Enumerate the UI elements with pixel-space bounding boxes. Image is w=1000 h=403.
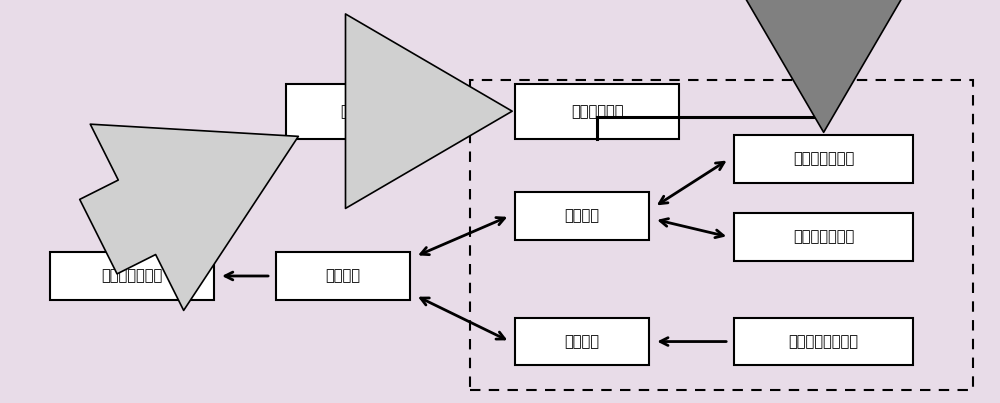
Bar <box>515 84 679 139</box>
Bar <box>734 213 913 261</box>
Text: 重量检测: 重量检测 <box>565 334 600 349</box>
Text: 控制开关: 控制开关 <box>341 104 376 118</box>
Bar <box>50 252 214 300</box>
Text: 温度信号采集器: 温度信号采集器 <box>793 152 854 166</box>
Text: 温度检测: 温度检测 <box>565 208 600 223</box>
Text: 微波干燥模块: 微波干燥模块 <box>571 104 623 118</box>
Text: 温度信号转换器: 温度信号转换器 <box>793 229 854 245</box>
Text: 可数据传输电子称: 可数据传输电子称 <box>789 334 859 349</box>
Bar <box>276 252 410 300</box>
Bar <box>515 318 649 366</box>
Bar <box>286 84 430 139</box>
Text: 检测、控制程序: 检测、控制程序 <box>101 268 163 283</box>
Bar <box>515 192 649 240</box>
Bar <box>470 80 973 390</box>
Bar <box>734 135 913 183</box>
Bar <box>734 318 913 366</box>
Text: 数据分析: 数据分析 <box>326 268 361 283</box>
